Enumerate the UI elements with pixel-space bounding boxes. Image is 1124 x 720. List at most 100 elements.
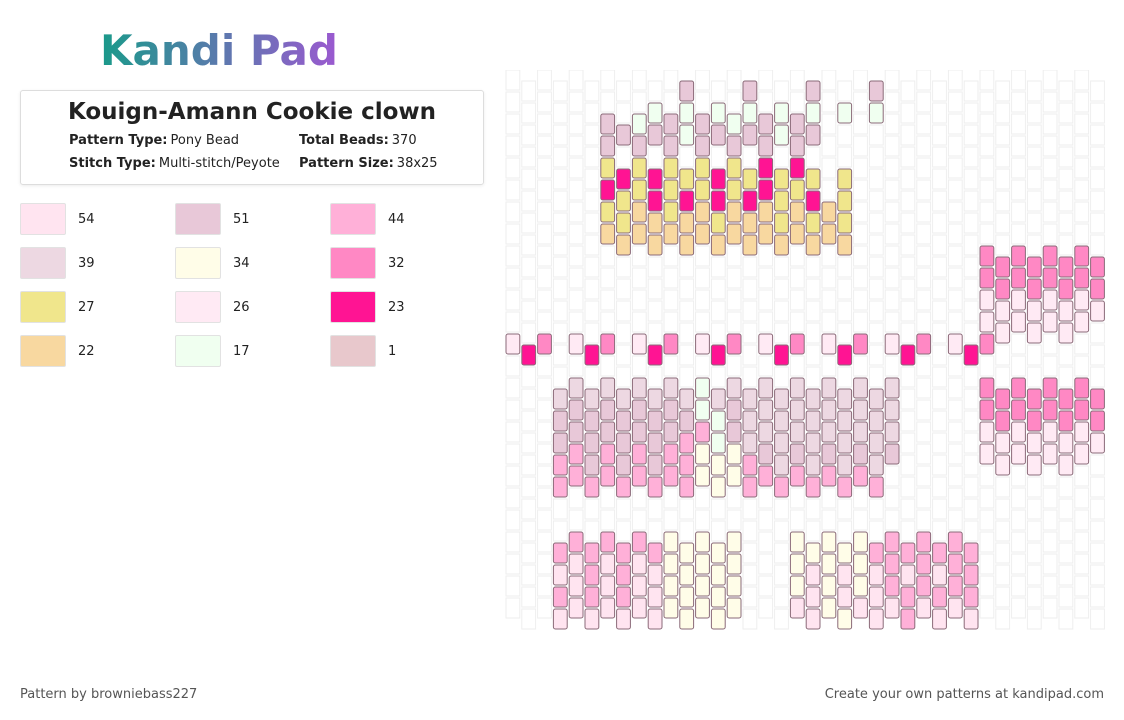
empty-bead [521,322,537,344]
empty-bead [600,487,616,509]
empty-bead [853,70,868,91]
empty-bead [1090,454,1105,476]
empty-bead [537,70,552,91]
bead [726,135,742,157]
empty-bead [1058,190,1074,212]
empty-bead [821,355,837,377]
empty-bead [932,366,947,388]
empty-bead [552,256,568,278]
empty-bead [568,267,584,289]
empty-bead [932,102,947,124]
empty-bead [568,355,584,377]
field-label: Stitch Type: [69,156,156,171]
field: Pattern Type: Pony Bead [69,133,299,148]
empty-bead [805,256,821,278]
swatch [20,203,66,235]
bead [631,377,647,399]
empty-bead [963,476,979,498]
empty-bead [900,366,916,388]
bead [884,575,900,597]
empty-bead [1042,575,1058,597]
empty-bead [932,520,947,542]
empty-bead [1074,223,1090,245]
bead [631,333,647,355]
bead [758,443,774,465]
empty-bead [900,102,916,124]
bead-count: 34 [233,255,250,271]
bead [868,454,884,476]
bead [584,476,600,498]
footer-link[interactable]: Create your own patterns at kandipad.com [824,687,1104,702]
empty-bead [995,366,1011,388]
empty-bead [774,300,789,322]
bead [758,465,774,487]
bead [679,476,695,498]
empty-bead [647,80,663,102]
bead [932,586,947,608]
empty-bead [884,355,900,377]
empty-bead [995,124,1011,146]
bead [742,234,758,256]
empty-bead [774,586,789,608]
bead [1042,289,1058,311]
empty-bead [916,135,932,157]
logo[interactable]: Kandi Pad [100,26,338,75]
empty-bead [521,454,537,476]
empty-bead [710,520,726,542]
empty-bead [789,311,805,333]
empty-bead [1026,80,1042,102]
empty-bead [1026,476,1042,498]
bead [805,542,821,564]
empty-bead [537,245,552,267]
bead [789,553,805,575]
empty-bead [947,223,963,245]
bead [947,575,963,597]
empty-bead [774,80,789,102]
empty-bead [742,564,758,586]
field-label: Pattern Type: [69,133,168,148]
empty-bead [868,146,884,168]
empty-bead [505,245,521,267]
empty-bead [995,476,1011,498]
empty-bead [884,135,900,157]
bead [1074,443,1090,465]
empty-bead [742,498,758,520]
empty-bead [552,278,568,300]
empty-bead [758,91,774,113]
swatch [175,203,221,235]
empty-bead [616,520,631,542]
empty-bead [521,168,537,190]
bead [821,553,837,575]
empty-bead [1011,201,1026,223]
bead [758,223,774,245]
empty-bead [584,102,600,124]
empty-bead [758,553,774,575]
empty-bead [1074,553,1090,575]
bead [742,410,758,432]
bead [853,443,868,465]
empty-bead [1074,179,1090,201]
bead [821,399,837,421]
swatch [330,291,376,323]
empty-bead [932,498,947,520]
empty-bead [868,234,884,256]
empty-bead [884,311,900,333]
bead [663,135,679,157]
empty-bead [537,377,552,399]
bead [805,476,821,498]
empty-bead [900,124,916,146]
bead [1074,377,1090,399]
empty-bead [537,421,552,443]
empty-bead [521,102,537,124]
empty-bead [1090,520,1105,542]
bead [584,454,600,476]
bead [1026,322,1042,344]
empty-bead [1074,597,1090,619]
bead [979,245,995,267]
bead [600,333,616,355]
bead [868,102,884,124]
bead [837,388,853,410]
swatch [20,247,66,279]
empty-bead [884,113,900,135]
bead [663,597,679,619]
